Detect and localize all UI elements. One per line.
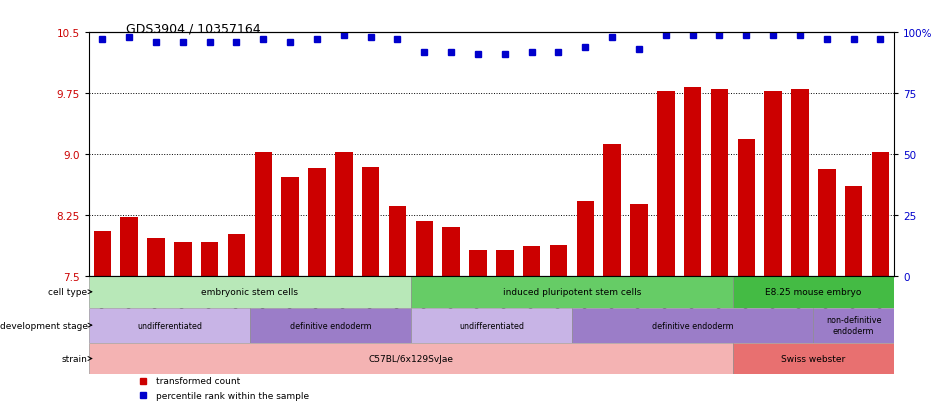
- Bar: [813, 308, 894, 343]
- Bar: [765, 92, 782, 276]
- Bar: [362, 168, 379, 276]
- Bar: [89, 343, 733, 375]
- Bar: [818, 169, 836, 276]
- Bar: [496, 250, 514, 276]
- Bar: [174, 242, 192, 276]
- Text: undifferentiated: undifferentiated: [459, 321, 524, 330]
- Bar: [630, 205, 648, 276]
- Bar: [282, 177, 299, 276]
- Bar: [791, 90, 809, 276]
- Bar: [227, 234, 245, 276]
- Bar: [388, 206, 406, 276]
- Bar: [89, 308, 250, 343]
- Bar: [577, 202, 594, 276]
- Bar: [411, 276, 733, 308]
- Text: transformed count: transformed count: [156, 377, 241, 386]
- Bar: [733, 343, 894, 375]
- Bar: [684, 88, 701, 276]
- Bar: [549, 245, 567, 276]
- Bar: [335, 153, 353, 276]
- Bar: [416, 221, 433, 276]
- Bar: [871, 152, 889, 276]
- Text: undifferentiated: undifferentiated: [137, 321, 202, 330]
- Bar: [308, 169, 326, 276]
- Text: strain: strain: [62, 354, 88, 363]
- Bar: [89, 276, 411, 308]
- Text: definitive endoderm: definitive endoderm: [651, 321, 734, 330]
- Bar: [733, 276, 894, 308]
- Bar: [255, 152, 272, 276]
- Bar: [411, 308, 572, 343]
- Text: embryonic stem cells: embryonic stem cells: [201, 287, 299, 297]
- Bar: [710, 90, 728, 276]
- Text: percentile rank within the sample: percentile rank within the sample: [156, 391, 309, 400]
- Bar: [572, 308, 813, 343]
- Text: E8.25 mouse embryo: E8.25 mouse embryo: [766, 287, 861, 297]
- Text: C57BL/6x129SvJae: C57BL/6x129SvJae: [369, 354, 453, 363]
- Text: development stage: development stage: [0, 321, 88, 330]
- Bar: [657, 91, 675, 276]
- Bar: [121, 218, 138, 276]
- Bar: [250, 308, 411, 343]
- Text: cell type: cell type: [49, 287, 88, 297]
- Text: induced pluripotent stem cells: induced pluripotent stem cells: [503, 287, 641, 297]
- Bar: [523, 246, 540, 276]
- Bar: [94, 232, 111, 276]
- Text: definitive endoderm: definitive endoderm: [289, 321, 372, 330]
- Bar: [443, 228, 460, 276]
- Text: non-definitive
endoderm: non-definitive endoderm: [826, 316, 882, 335]
- Bar: [738, 139, 755, 276]
- Text: Swiss webster: Swiss webster: [782, 354, 845, 363]
- Text: GDS3904 / 10357164: GDS3904 / 10357164: [126, 23, 261, 36]
- Bar: [201, 242, 218, 276]
- Bar: [845, 187, 862, 276]
- Bar: [147, 238, 165, 276]
- Bar: [469, 250, 487, 276]
- Bar: [604, 145, 621, 276]
